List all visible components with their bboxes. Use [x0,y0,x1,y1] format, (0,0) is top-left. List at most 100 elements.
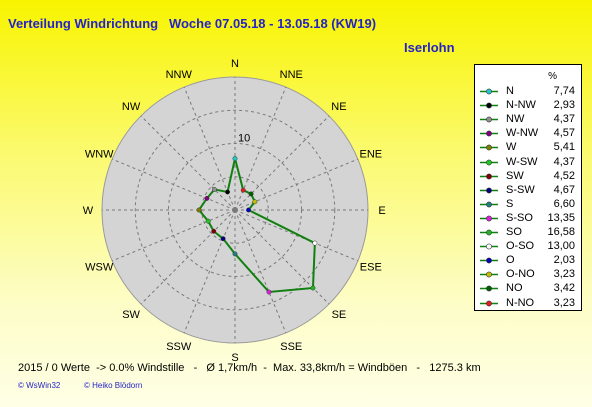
legend-label: NO [506,282,523,295]
legend-item-s-sw: S-SW 4,67 [479,184,577,198]
data-point-w [196,207,202,213]
direction-label-wsw: WSW [85,261,114,273]
legend-swatch [480,271,498,278]
legend-label: S-SO [506,211,533,224]
legend-label: SW [506,169,524,182]
legend-swatch [480,215,498,222]
grid-ring-3 [134,109,336,311]
data-point-o-so [312,240,318,246]
data-point-no [248,191,254,197]
legend-value: 3,42 [553,282,575,295]
legend-value: 2,03 [553,254,575,267]
legend-label: N [506,85,514,97]
legend-label: N-NW [506,99,536,112]
direction-label-ssw: SSW [166,341,192,353]
data-point-o [246,207,251,213]
legend-value: 16,58 [547,226,575,238]
legend-value: 4,37 [553,113,575,126]
direction-label-n: N [231,58,239,70]
legend-item-n-no: N-NO 3,23 [479,297,577,311]
legend-item-s: S 6,60 [479,198,577,212]
legend-label: W-NW [506,127,539,140]
spoke-wnw [111,158,236,211]
legend-value: 13,00 [547,240,575,253]
direction-label-w: W [83,205,94,217]
data-point-sw [211,228,217,234]
spoke-sse [234,209,287,334]
legend-value: 2,93 [553,99,575,112]
legend-item-w-nw: W-NW 4,57 [479,127,577,141]
legend-item-w-sw: W-SW 4,37 [479,156,577,170]
legend-item-s-so: S-SO 13,35 [479,212,577,226]
spoke-nne [234,86,287,211]
legend-swatch [480,116,498,123]
grid-ring-1 [201,176,269,244]
direction-label-wnw: WNW [85,149,114,161]
legend-swatch [480,102,498,109]
data-point-o-no [252,199,258,205]
legend-swatch [480,257,498,264]
legend-swatch [480,187,498,194]
legend-item-n-nw: N-NW 2,93 [479,99,577,113]
legend-item-o-no: O-NO 3,23 [479,268,577,282]
data-point-s [232,251,238,257]
spoke-nnw [183,86,236,211]
spoke-ssw [183,209,236,334]
credit-wswin: © WsWin32 [18,381,61,390]
legend-label: SO [506,226,522,238]
data-point-w-nw [204,195,210,201]
legend-label: NW [506,113,525,126]
legend-value: 4,67 [553,183,575,196]
direction-label-nnw: NNW [166,69,193,81]
ring-label: 10 [238,133,250,145]
legend-label: O-NO [506,268,535,281]
legend-value: 13,35 [547,211,575,224]
legend-swatch [480,243,498,250]
spoke-ene [234,158,359,211]
legend-item-n: N 7,74 [479,85,577,99]
legend-swatch [480,173,498,179]
legend-swatch [480,159,498,165]
direction-label-sse: SSE [280,341,302,353]
legend-item-so: SO 16,58 [479,226,577,240]
legend-label: S-SW [506,183,535,196]
direction-label-ese: ESE [360,261,382,273]
legend-label: N-NO [506,296,535,309]
legend-item-o-so: O-SO 13,00 [479,240,577,254]
data-point-s-so [266,289,272,295]
direction-label-nw: NW [122,101,141,113]
legend: % N 7,74 N-NW 2,93 NW 4,37 W-NW 4,57 W 5,41 W-SW 4,… [474,64,582,311]
legend-item-w: W 5,41 [479,141,577,155]
legend-value: 3,23 [553,268,575,281]
data-point-n-no [240,187,246,193]
legend-item-o: O 2,03 [479,254,577,268]
legend-value: 4,52 [553,169,575,182]
direction-label-sw: SW [122,309,140,321]
legend-swatch [480,144,498,151]
legend-value: 6,60 [553,197,575,210]
legend-label: W [506,141,517,154]
legend-value: 5,41 [553,141,575,154]
spoke-nw [140,115,236,211]
direction-label-e: E [378,205,385,217]
data-point-n [232,156,238,161]
spoke-ese [234,209,359,262]
page-title: Verteilung Windrichtung Woche 07.05.18 -… [8,16,377,31]
legend-swatch [480,285,498,292]
legend-value: 3,23 [553,296,575,309]
data-point-s-sw [220,236,226,242]
direction-label-nne: NNE [280,69,303,81]
spoke-ne [234,115,330,211]
direction-label-ene: ENE [359,149,382,161]
credit-author: © Heiko Blödorn [84,381,143,390]
data-point-nw [212,187,217,192]
legend-swatch [480,130,498,137]
station-name: Iserlohn [404,40,455,55]
legend-swatch [480,88,498,95]
direction-label-se: SE [332,309,347,321]
legend-item-sw: SW 4,52 [479,170,577,184]
legend-value: 4,57 [553,127,575,140]
legend-item-no: NO 3,42 [479,282,577,296]
data-point-so [310,285,316,291]
